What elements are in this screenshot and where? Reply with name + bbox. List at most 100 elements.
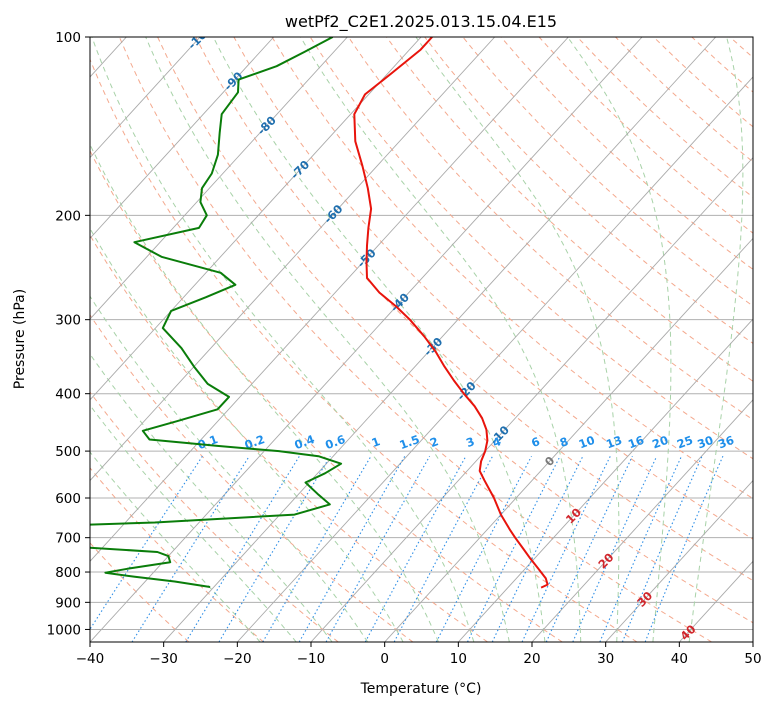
mixing-ratio-label: 0.6 — [323, 432, 347, 452]
dry-adiabat-line — [538, 37, 753, 234]
mixing-ratio-line — [218, 455, 331, 642]
dry-adiabat-line — [462, 37, 753, 307]
mixing-ratio-label: 25 — [675, 433, 695, 452]
isotherm-line — [90, 37, 201, 159]
mixing-ratio-line — [521, 455, 611, 642]
dry-adiabat-line — [386, 37, 753, 382]
x-tick-label: −30 — [149, 651, 178, 667]
mixing-ratio-line — [467, 455, 561, 642]
plot-frame — [89, 36, 754, 643]
isotherm-line — [752, 641, 753, 642]
dry-adiabat-line — [424, 37, 753, 344]
dry-adiabat-line — [90, 467, 264, 642]
moist-adiabat-line — [90, 295, 369, 642]
dry-adiabat-line — [271, 37, 753, 500]
dry-adiabat-line — [691, 37, 753, 93]
dry-adiabat-line — [90, 58, 638, 642]
mixing-ratio-line — [599, 455, 682, 642]
moist-adiabat-line — [567, 37, 672, 642]
x-tick-label: −10 — [297, 651, 326, 667]
mixing-ratio-line — [262, 455, 372, 642]
mixing-ratio-line — [325, 455, 431, 642]
moist-adiabat-line — [90, 353, 333, 642]
isotherm-line — [384, 237, 753, 642]
moist-adiabat-line — [145, 37, 510, 642]
mixing-ratio-label: 0.1 — [196, 432, 220, 452]
dry-adiabat-line — [347, 37, 753, 421]
y-tick-label: 500 — [55, 444, 81, 460]
mixing-ratio-line — [185, 455, 300, 642]
isotherm-line — [163, 37, 717, 642]
mixing-ratio-line — [491, 455, 584, 642]
mixing-ratio-label: 30 — [695, 433, 715, 452]
dry-adiabat-line — [90, 542, 190, 642]
mixing-ratio-line — [393, 455, 494, 642]
dewpoint-profile-line — [90, 37, 343, 588]
moist-adiabat-line — [90, 227, 404, 642]
dry-adiabat-line — [118, 37, 712, 642]
x-tick-label: −40 — [76, 651, 105, 667]
isotherm-line — [90, 37, 348, 320]
y-tick-label: 700 — [55, 531, 81, 547]
isotherm-line — [679, 560, 753, 642]
y-axis-ticks: 100 200 300 400 500 600 700 800 900 1000 — [47, 30, 90, 638]
moist-adiabats — [90, 37, 744, 642]
mixing-ratio-line — [131, 455, 250, 642]
mixing-ratio-line — [364, 455, 467, 642]
moist-adiabat-line — [90, 404, 297, 642]
moist-adiabat-line — [688, 37, 744, 642]
mixing-ratio-label: 13 — [604, 433, 624, 452]
chart-title: wetPf2_C2E1.2025.013.15.04.E15 — [285, 12, 557, 32]
isobar-grid — [90, 37, 753, 630]
mixing-ratio-line — [298, 455, 406, 642]
y-axis-label: Pressure (hPa) — [12, 289, 28, 389]
isotherm-label: -20 — [454, 379, 479, 404]
moist-adiabat-line — [300, 37, 582, 642]
y-tick-label: 200 — [55, 208, 81, 224]
mixing-ratio-label: 3 — [464, 434, 476, 450]
isotherm-line — [458, 318, 753, 642]
mixing-ratio-lines — [90, 455, 724, 642]
mixing-ratio-line — [621, 455, 703, 642]
y-tick-label: 1000 — [47, 622, 81, 638]
dry-adiabat-line — [90, 234, 488, 642]
mixing-ratio-label: 36 — [716, 433, 736, 452]
profiles — [90, 37, 549, 589]
mixing-ratio-label: 2 — [428, 434, 440, 450]
mixing-ratio-labels: 0.1 0.2 0.4 0.6 1 1.5 2 3 4 6 8 10 13 16 20 25 30 36 — [196, 432, 736, 452]
x-tick-label: 30 — [597, 651, 614, 667]
mixing-ratio-line — [572, 455, 658, 642]
dry-adiabat-line — [615, 37, 753, 163]
isotherm-label: -80 — [254, 113, 279, 138]
isotherm-label: -60 — [321, 202, 346, 227]
mixing-ratio-label: 10 — [577, 433, 597, 452]
x-tick-label: 40 — [671, 651, 688, 667]
moist-adiabat-line — [90, 143, 439, 642]
mixing-ratio-label: 1 — [370, 434, 382, 450]
y-tick-label: 800 — [55, 565, 81, 581]
y-tick-label: 900 — [55, 595, 81, 611]
isotherm-line — [310, 156, 753, 642]
x-axis-ticks: −40 −30 −20 −10 0 10 20 30 40 50 — [76, 642, 762, 667]
x-axis-label: Temperature (°C) — [360, 681, 482, 697]
mixing-ratio-line — [644, 455, 724, 642]
y-tick-label: 100 — [55, 30, 81, 46]
isotherm-line — [90, 37, 569, 562]
mixing-ratio-label: 20 — [650, 433, 670, 452]
dry-adiabat-line — [90, 313, 414, 642]
x-tick-label: −20 — [223, 651, 252, 667]
mixing-ratio-label: 8 — [558, 434, 570, 450]
mixing-ratio-label: 6 — [529, 434, 541, 450]
moist-adiabat-line — [91, 37, 475, 642]
isotherm-line — [90, 37, 275, 240]
mixing-ratio-label: 16 — [626, 433, 646, 452]
mixing-ratio-label: 0.2 — [243, 432, 267, 452]
plot-area: -100-90-80-70-60-50-40-30-20-10010203040… — [90, 37, 753, 642]
isotherm-line — [90, 37, 422, 401]
dry-adiabat-line — [157, 37, 753, 624]
x-tick-label: 10 — [450, 651, 467, 667]
temperature-profile-line — [353, 37, 549, 589]
isotherm-line — [531, 399, 753, 642]
isotherm-grid — [90, 37, 753, 642]
